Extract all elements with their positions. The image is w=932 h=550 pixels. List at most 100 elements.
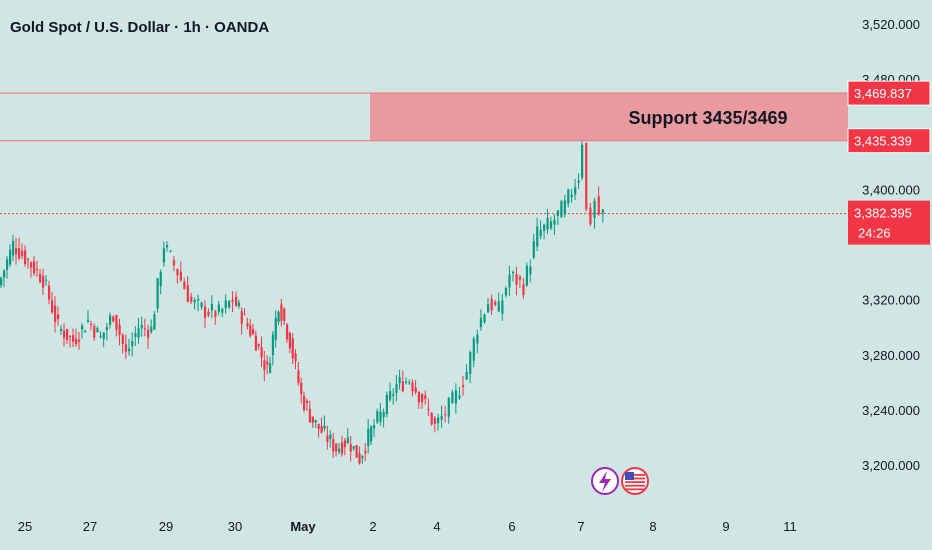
candle-body	[392, 394, 395, 396]
candle-body	[150, 326, 153, 333]
candle-body	[414, 387, 417, 393]
candle-body	[235, 296, 238, 306]
candle-body	[66, 328, 69, 340]
candle-body	[166, 245, 169, 248]
candle-body	[243, 314, 246, 316]
candle-body	[60, 328, 63, 332]
candle-body	[90, 324, 93, 326]
candle-body	[427, 408, 430, 411]
candle-body	[39, 274, 42, 283]
x-tick-label: 7	[577, 519, 584, 534]
candle-body	[9, 249, 12, 265]
y-tick-label: 3,520.000	[862, 17, 920, 32]
candle-body	[430, 412, 433, 425]
candle-body	[75, 338, 78, 345]
candle-body	[153, 314, 156, 330]
candle-body	[536, 226, 539, 247]
candle-body	[332, 439, 335, 452]
candle-body	[563, 200, 566, 215]
candle-body	[51, 300, 54, 313]
candle-body	[118, 324, 121, 336]
candle-body	[417, 392, 420, 403]
candle-body	[186, 285, 189, 302]
candle-body	[84, 330, 87, 333]
candle-body	[303, 396, 306, 410]
x-tick-label: May	[290, 519, 316, 534]
candle-body	[465, 371, 468, 380]
candle-body	[389, 391, 392, 400]
candle-body	[553, 219, 556, 225]
candle-body	[179, 271, 182, 281]
flash-event-icon[interactable]	[591, 467, 619, 495]
candle-body	[462, 384, 465, 387]
candle-body	[27, 259, 30, 261]
candle-body	[283, 308, 286, 322]
candle-body	[577, 180, 580, 183]
candle-body	[338, 448, 341, 452]
candle-body	[274, 317, 277, 340]
candle-body	[252, 329, 255, 335]
candle-body	[109, 315, 112, 325]
candle-body	[203, 306, 207, 318]
candle-body	[476, 334, 479, 344]
y-tick-label: 3,200.000	[862, 458, 920, 473]
x-tick-label: 9	[722, 519, 729, 534]
candle-body	[308, 408, 312, 423]
candle-body	[518, 276, 522, 280]
candle-body	[570, 194, 573, 198]
candle-body	[515, 274, 518, 285]
candle-body	[128, 348, 131, 351]
candle-body	[172, 260, 176, 266]
candle-body	[18, 248, 21, 259]
candle-body	[525, 265, 528, 286]
candle-body	[355, 445, 358, 458]
candle-body	[411, 382, 414, 392]
candle-body	[379, 411, 382, 422]
candle-body	[3, 270, 6, 278]
candle-body	[42, 276, 45, 288]
candle-body	[254, 335, 258, 351]
candle-body	[266, 361, 269, 365]
support-zone[interactable]	[370, 93, 848, 141]
candle-body	[549, 221, 553, 229]
candle-body	[286, 324, 289, 340]
candle-body	[162, 248, 166, 263]
candle-body	[6, 259, 9, 271]
candle-body	[340, 442, 344, 454]
candle-body	[200, 302, 203, 308]
svg-text:3,435.339: 3,435.339	[854, 134, 912, 149]
candle-body	[512, 271, 515, 274]
us-flag-event-icon[interactable]	[621, 467, 649, 495]
candles[interactable]	[0, 140, 605, 465]
current-price-tag: 3,382.395 24:26	[848, 200, 930, 245]
candle-body	[0, 277, 3, 286]
candle-body	[305, 400, 309, 404]
candle-body	[96, 328, 99, 333]
candle-body	[228, 300, 231, 308]
candle-body	[556, 210, 560, 216]
x-tick-label: 27	[83, 519, 97, 534]
candle-body	[494, 302, 497, 305]
candle-body	[102, 332, 105, 339]
candle-body	[532, 241, 535, 258]
candle-body	[99, 335, 102, 338]
candle-body	[358, 453, 361, 464]
candle-body	[529, 266, 532, 275]
candle-body	[33, 261, 36, 274]
candle-body	[323, 425, 326, 429]
candle-body	[190, 296, 193, 302]
candle-body	[444, 414, 447, 416]
candle-body	[124, 344, 128, 352]
candle-body	[479, 317, 483, 328]
candle-body	[87, 319, 90, 322]
candle-body	[224, 300, 227, 308]
candle-body	[373, 425, 376, 429]
candle-body	[57, 314, 60, 319]
candle-body	[385, 394, 388, 414]
candle-body	[81, 325, 84, 330]
candle-body	[288, 332, 292, 349]
candle-body	[143, 328, 147, 330]
candle-body	[54, 305, 57, 322]
